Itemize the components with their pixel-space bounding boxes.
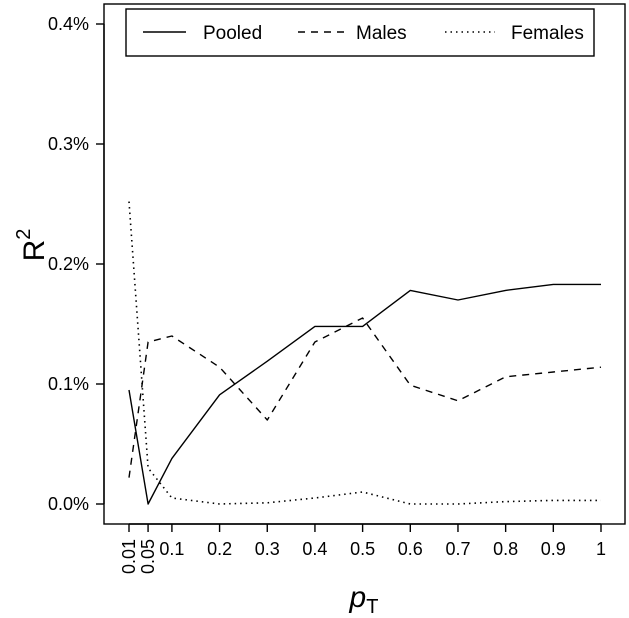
legend-label-females: Females <box>511 23 584 44</box>
y-tick-label: 0.0% <box>48 494 89 514</box>
x-tick-label: 0.2 <box>207 539 232 559</box>
legend-box <box>125 8 595 57</box>
plot-frame <box>103 3 626 525</box>
series-line-males <box>128 317 602 478</box>
series-line-females <box>128 201 601 505</box>
legend-label-pooled: Pooled <box>203 23 262 44</box>
x-axis-title: pT <box>349 581 379 618</box>
x-tick-label: 0.1 <box>159 539 184 559</box>
y-tick-label: 0.1% <box>48 374 89 394</box>
x-axis: 0.01 0.05 0.1 0.2 0.3 0.4 0.5 0.6 0.7 0.8 0.9 1 <box>119 523 606 574</box>
y-tick-label: 0.4% <box>48 14 89 34</box>
legend: Pooled Males Females <box>125 8 595 57</box>
x-tick-label: 0.8 <box>493 539 518 559</box>
x-tick-label: 1 <box>596 539 606 559</box>
legend-label-males: Males <box>356 23 407 44</box>
y-tick-label: 0.3% <box>48 134 89 154</box>
x-tick-label: 0.7 <box>445 539 470 559</box>
x-tick-label: 0.4 <box>302 539 327 559</box>
x-tick-label: 0.5 <box>350 539 375 559</box>
y-axis-title: R2 <box>13 229 51 262</box>
x-tick-label: 0.05 <box>138 539 158 574</box>
x-tick-label: 0.01 <box>119 539 139 574</box>
y-axis: 0.0% 0.1% 0.2% 0.3% 0.4% <box>48 14 105 514</box>
x-tick-label: 0.6 <box>398 539 423 559</box>
x-tick-label: 0.9 <box>541 539 566 559</box>
x-tick-label: 0.3 <box>255 539 280 559</box>
y-tick-label: 0.2% <box>48 254 89 274</box>
series-line-pooled <box>128 283 601 505</box>
series-layer <box>128 201 602 505</box>
